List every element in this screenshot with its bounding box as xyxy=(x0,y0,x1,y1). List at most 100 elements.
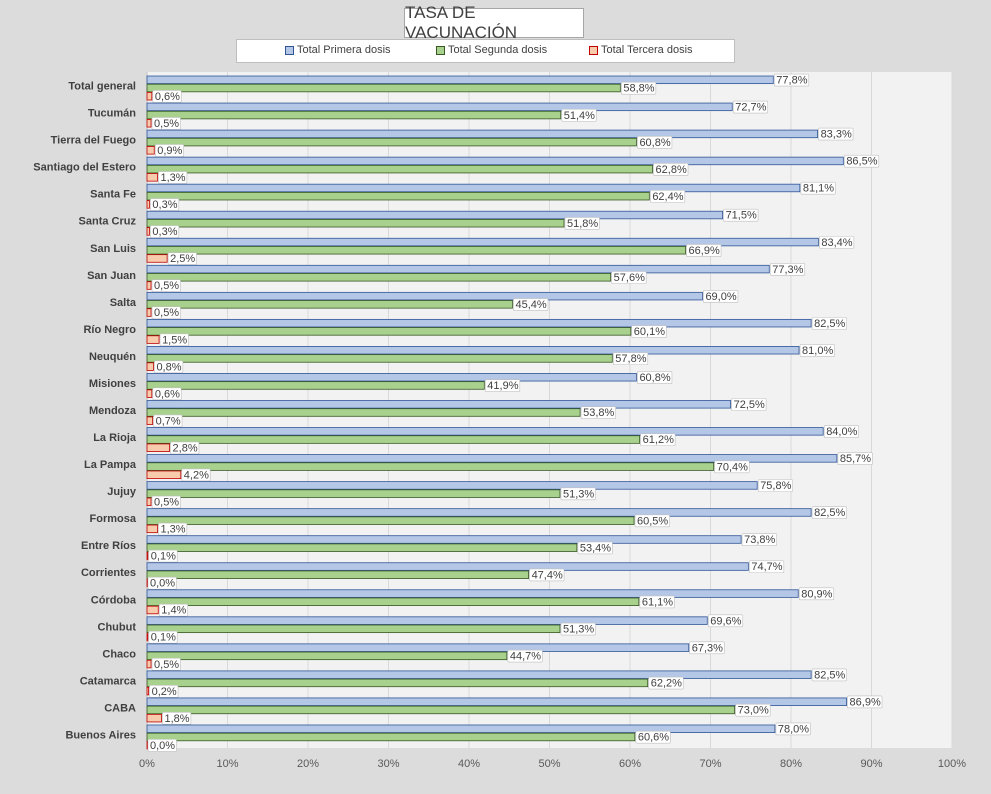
category-label: Entre Ríos xyxy=(81,540,136,552)
bar xyxy=(146,678,649,688)
bar xyxy=(146,164,653,174)
bar xyxy=(146,740,148,750)
data-label: 0,6% xyxy=(155,388,180,400)
data-label: 51,3% xyxy=(563,488,594,500)
data-label: 85,7% xyxy=(840,453,871,465)
data-label: 62,8% xyxy=(656,164,687,176)
data-label: 1,5% xyxy=(162,334,187,346)
legend-label-segunda: Total Segunda dosis xyxy=(448,44,548,56)
bar xyxy=(146,435,641,444)
bar xyxy=(146,616,708,625)
data-label-box xyxy=(653,163,689,176)
bar xyxy=(146,686,150,696)
data-label-box xyxy=(149,684,179,698)
data-label-box xyxy=(151,279,181,293)
data-label-box xyxy=(799,344,835,357)
bar xyxy=(146,102,733,112)
data-label-box xyxy=(689,641,725,655)
data-label-box xyxy=(707,614,744,628)
data-label-box xyxy=(631,325,667,338)
bar xyxy=(146,110,562,120)
data-label: 75,8% xyxy=(760,480,791,492)
data-label-box xyxy=(769,262,806,276)
data-label: 73,8% xyxy=(744,534,775,546)
data-label-box xyxy=(735,703,771,717)
data-label: 61,2% xyxy=(643,434,674,446)
bar xyxy=(146,137,637,147)
data-label: 0,0% xyxy=(150,578,175,590)
bar xyxy=(146,373,637,382)
bar xyxy=(146,462,715,471)
category-label: Corrientes xyxy=(81,567,136,579)
data-label: 2,8% xyxy=(173,442,198,454)
data-label-box xyxy=(773,73,810,87)
bar xyxy=(146,732,636,742)
data-label: 82,5% xyxy=(814,669,845,681)
data-label: 0,5% xyxy=(154,118,179,130)
bar xyxy=(146,632,149,642)
data-label-box xyxy=(819,235,855,249)
data-label-box xyxy=(640,433,676,447)
data-label: 82,5% xyxy=(814,318,845,330)
bar xyxy=(146,562,749,571)
data-label-box xyxy=(648,676,684,690)
bar xyxy=(146,489,561,498)
data-label: 51,8% xyxy=(567,218,598,230)
data-label-box xyxy=(151,117,181,130)
data-label: 0,9% xyxy=(157,145,182,157)
data-label-box xyxy=(637,136,673,149)
data-label: 2,5% xyxy=(170,253,195,265)
data-label: 81,1% xyxy=(803,183,834,195)
bar xyxy=(146,129,818,139)
bar xyxy=(146,291,703,301)
data-label: 60,6% xyxy=(638,732,669,744)
data-label: 66,9% xyxy=(689,245,720,257)
data-label: 0,8% xyxy=(156,361,181,373)
bar xyxy=(146,219,565,228)
data-label-box xyxy=(650,190,686,203)
data-label: 1,4% xyxy=(161,605,186,617)
bar xyxy=(146,389,153,398)
data-label: 0,5% xyxy=(154,497,179,509)
category-label: Buenos Aires xyxy=(65,729,136,741)
category-label: Río Negro xyxy=(83,324,136,336)
category-label: San Juan xyxy=(87,270,136,282)
data-label-box xyxy=(147,739,177,752)
bar xyxy=(146,705,736,715)
bar xyxy=(146,516,635,525)
data-label: 78,0% xyxy=(778,723,809,735)
legend-item-tercera: Total Tercera dosis xyxy=(589,44,693,56)
bar xyxy=(146,605,159,615)
bar xyxy=(146,327,632,336)
data-label: 0,1% xyxy=(151,551,176,563)
legend-label-primera: Total Primera dosis xyxy=(297,44,391,56)
category-label: Córdoba xyxy=(91,594,137,606)
data-label-box xyxy=(844,154,880,168)
data-label-box xyxy=(159,333,189,347)
bar xyxy=(146,281,152,290)
data-label: 0,2% xyxy=(152,686,177,698)
x-tick-label: 60% xyxy=(619,758,641,770)
data-label: 77,3% xyxy=(772,264,803,276)
data-label: 0,5% xyxy=(154,659,179,671)
bar xyxy=(146,724,776,733)
bar xyxy=(146,237,819,247)
category-label: Chubut xyxy=(98,621,137,633)
data-label: 0,1% xyxy=(151,632,176,644)
data-label: 60,8% xyxy=(639,137,670,149)
data-label: 0,0% xyxy=(150,740,175,752)
data-label-box xyxy=(154,144,184,157)
data-label-box xyxy=(170,441,200,455)
data-label: 51,4% xyxy=(564,110,595,122)
chart-title: TASA DE VACUNACIÓN xyxy=(404,3,584,42)
chart-title-text: TASA DE VACUNACIÓN xyxy=(405,3,518,42)
data-label-box xyxy=(150,225,180,238)
data-label: 53,4% xyxy=(580,542,611,554)
data-label-box xyxy=(577,541,613,555)
data-label-box xyxy=(818,127,854,141)
data-label-box xyxy=(560,487,596,501)
x-tick-label: 40% xyxy=(458,758,480,770)
bar xyxy=(146,643,690,652)
data-label: 60,1% xyxy=(634,326,665,338)
data-label-box xyxy=(181,468,211,482)
